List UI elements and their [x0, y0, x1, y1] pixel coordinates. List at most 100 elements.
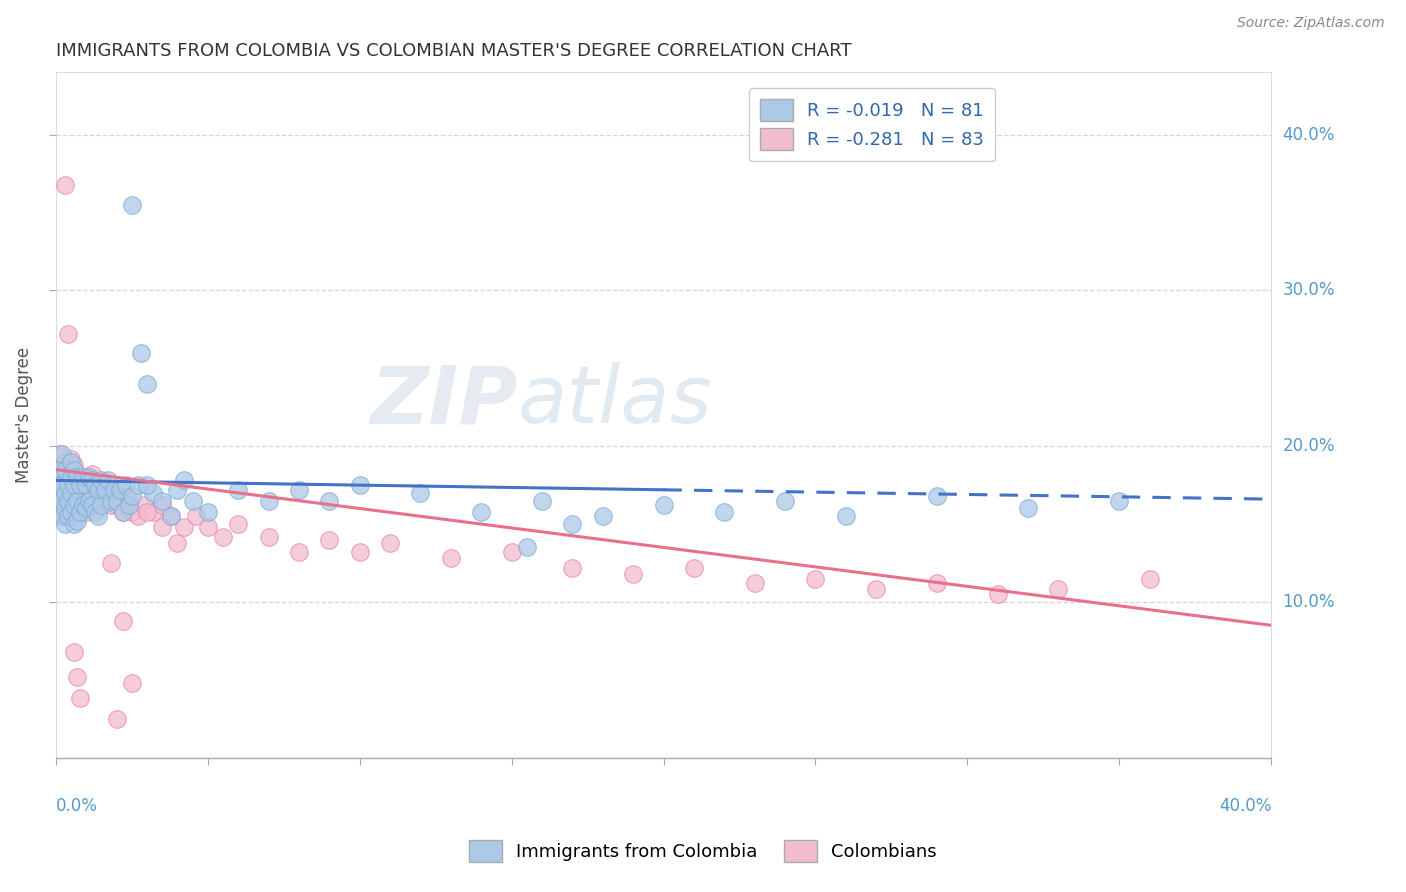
Point: [48, 501, 70, 516]
Point: [1108, 493, 1130, 508]
Point: [63, 499, 86, 513]
Point: [51, 493, 73, 508]
Legend: R = -0.019   N = 81, R = -0.281   N = 83: R = -0.019 N = 81, R = -0.281 N = 83: [749, 88, 995, 161]
Point: [925, 576, 948, 591]
Point: [865, 582, 887, 597]
Point: [212, 529, 235, 543]
Point: [66, 467, 89, 482]
Point: [56, 483, 79, 497]
Point: [63, 458, 86, 472]
Point: [987, 587, 1010, 601]
Point: [72, 478, 94, 492]
Point: [60, 489, 83, 503]
Point: [63, 517, 86, 532]
Point: [166, 535, 188, 549]
Y-axis label: Master's Degree: Master's Degree: [15, 347, 32, 483]
Text: 0.0%: 0.0%: [56, 797, 98, 814]
Point: [136, 478, 159, 492]
Text: 20.0%: 20.0%: [1282, 437, 1334, 455]
Point: [48, 467, 70, 482]
Point: [82, 489, 104, 503]
Point: [72, 501, 94, 516]
Point: [121, 489, 143, 503]
Point: [150, 520, 173, 534]
Point: [773, 493, 796, 508]
Point: [69, 505, 91, 519]
Point: [84, 505, 107, 519]
Point: [53, 178, 76, 192]
Point: [51, 509, 73, 524]
Point: [318, 533, 340, 547]
Point: [804, 572, 827, 586]
Point: [60, 455, 83, 469]
Point: [835, 509, 858, 524]
Text: 30.0%: 30.0%: [1282, 282, 1334, 300]
Point: [66, 670, 89, 684]
Point: [118, 499, 141, 513]
Point: [136, 376, 159, 391]
Point: [173, 520, 195, 534]
Point: [197, 505, 219, 519]
Point: [349, 545, 371, 559]
Point: [48, 478, 70, 492]
Point: [48, 489, 70, 503]
Point: [79, 493, 101, 508]
Point: [75, 505, 97, 519]
Point: [105, 493, 128, 508]
Point: [652, 499, 675, 513]
Point: [60, 470, 83, 484]
Point: [69, 474, 91, 488]
Point: [53, 517, 76, 532]
Point: [121, 676, 143, 690]
Point: [118, 493, 141, 508]
Point: [69, 691, 91, 706]
Point: [75, 501, 97, 516]
Point: [136, 505, 159, 519]
Point: [51, 493, 73, 508]
Point: [100, 499, 122, 513]
Point: [530, 493, 553, 508]
Point: [132, 499, 155, 513]
Point: [1017, 501, 1039, 516]
Legend: Immigrants from Colombia, Colombians: Immigrants from Colombia, Colombians: [461, 833, 945, 870]
Point: [56, 509, 79, 524]
Text: 10.0%: 10.0%: [1282, 593, 1334, 611]
Point: [114, 478, 136, 492]
Point: [129, 345, 152, 359]
Point: [93, 483, 115, 497]
Point: [516, 541, 538, 555]
Point: [150, 493, 173, 508]
Point: [111, 614, 134, 628]
Point: [84, 478, 107, 492]
Point: [53, 493, 76, 508]
Point: [56, 327, 79, 342]
Point: [53, 501, 76, 516]
Point: [103, 489, 125, 503]
Point: [79, 478, 101, 492]
Point: [409, 486, 432, 500]
Point: [60, 470, 83, 484]
Point: [56, 505, 79, 519]
Point: [48, 462, 70, 476]
Point: [1139, 572, 1161, 586]
Point: [63, 478, 86, 492]
Point: [84, 478, 107, 492]
Point: [87, 483, 110, 497]
Point: [90, 478, 112, 492]
Point: [60, 505, 83, 519]
Point: [288, 545, 311, 559]
Point: [60, 451, 83, 466]
Point: [66, 493, 89, 508]
Point: [63, 645, 86, 659]
Point: [561, 517, 583, 532]
Point: [51, 478, 73, 492]
Point: [121, 198, 143, 212]
Point: [72, 470, 94, 484]
Point: [108, 483, 131, 497]
Point: [90, 474, 112, 488]
Point: [69, 499, 91, 513]
Point: [111, 505, 134, 519]
Point: [53, 455, 76, 469]
Text: ZIP: ZIP: [370, 362, 517, 441]
Point: [105, 712, 128, 726]
